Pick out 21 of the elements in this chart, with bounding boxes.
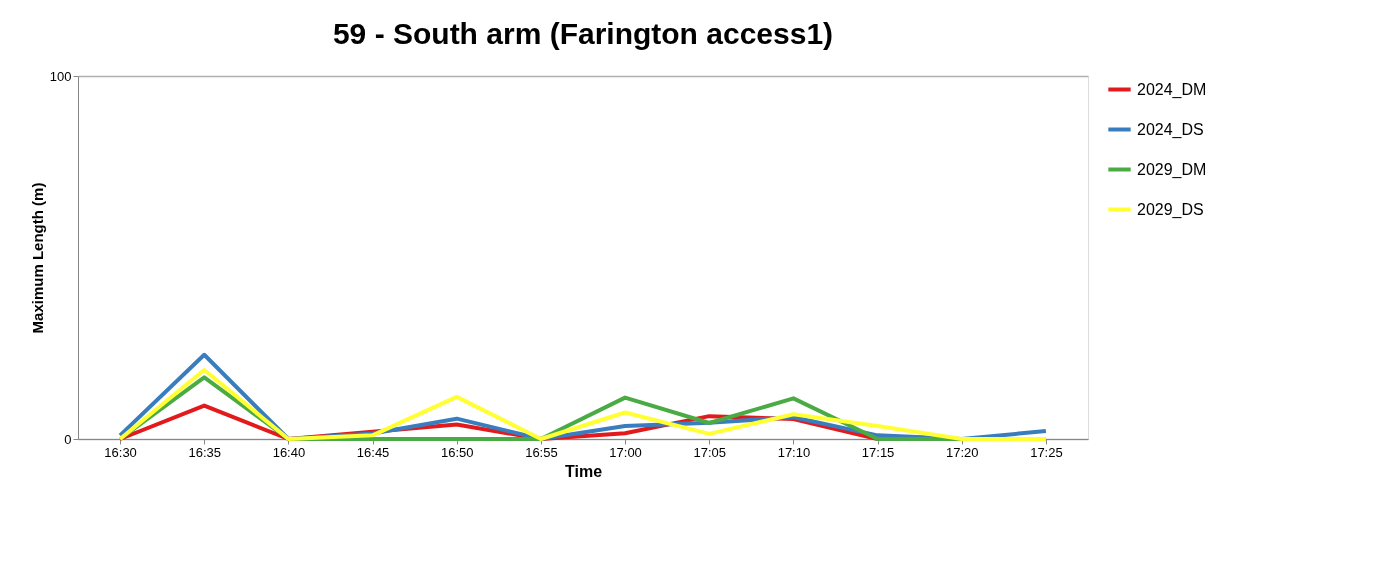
- x-tick-label: 16:40: [272, 444, 306, 460]
- x-axis-title: Time: [564, 462, 603, 480]
- legend-label: 2029_DM: [1137, 160, 1207, 179]
- x-tick-label: 17:10: [777, 444, 811, 460]
- x-tick-label: 16:50: [440, 444, 474, 460]
- legend-label: 2024_DS: [1137, 120, 1204, 139]
- x-tick-label: 17:05: [693, 444, 727, 460]
- x-tick-label: 16:55: [525, 444, 558, 460]
- y-tick-label: 0: [64, 431, 72, 447]
- x-tick-label: 17:00: [609, 444, 642, 460]
- x-tick-label: 17:15: [861, 444, 895, 460]
- legend-label: 2024_DM: [1137, 80, 1207, 99]
- y-tick-label: 100: [49, 68, 72, 84]
- legend-label: 2029_DS: [1137, 200, 1204, 219]
- chart-title: 59 - South arm (Farington access1): [332, 17, 834, 50]
- x-tick-label: 17:25: [1030, 444, 1063, 460]
- x-tick-label: 16:30: [104, 444, 137, 460]
- x-tick-label: 16:45: [356, 444, 390, 460]
- y-axis-title: Maximum Length (m): [28, 182, 46, 334]
- x-tick-label: 16:35: [188, 444, 222, 460]
- x-tick-label: 17:20: [945, 444, 979, 460]
